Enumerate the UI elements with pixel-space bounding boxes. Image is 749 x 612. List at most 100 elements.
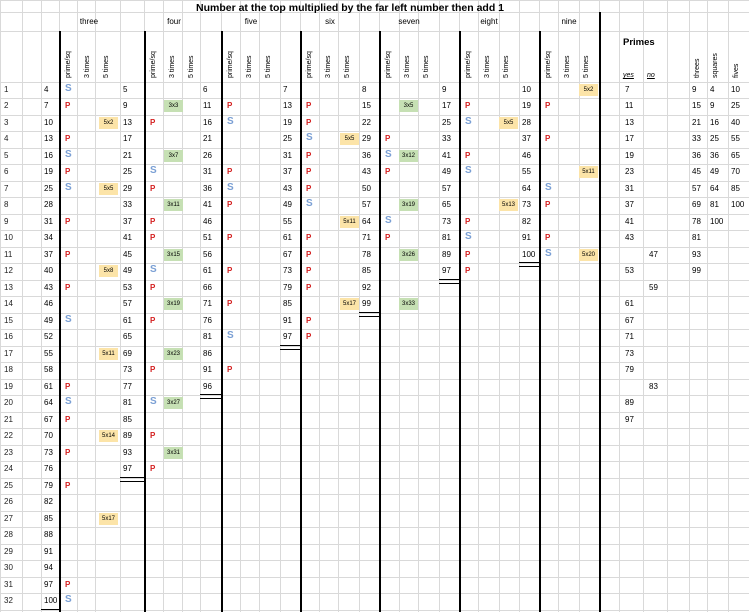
grid-vline <box>95 0 96 612</box>
five-times-badge: 5x14 <box>99 430 118 442</box>
prime-marker: P <box>545 200 551 209</box>
column-divider <box>599 12 601 612</box>
cell-value: 97 <box>123 464 132 473</box>
cell-value: 28 <box>44 200 53 209</box>
square-marker: S <box>227 330 234 341</box>
cell-value: 82 <box>44 497 53 506</box>
prime-marker: P <box>150 365 156 374</box>
prime-marker: P <box>306 167 312 176</box>
cell-value: 55 <box>283 216 292 226</box>
cell-value: 49 <box>123 266 132 275</box>
square-marker: S <box>465 115 472 127</box>
cell-value: 61 <box>123 315 132 325</box>
right-column-header: squares <box>712 53 719 78</box>
column-group-header: six <box>325 17 335 26</box>
square-marker: S <box>150 396 157 407</box>
cell-value: 91 <box>203 365 212 374</box>
cell-value: 25 <box>123 167 132 176</box>
grid-hline <box>0 131 749 132</box>
right-column-value: 49 <box>710 167 719 176</box>
three-times-badge: 3x15 <box>164 248 183 261</box>
sub-column-header: 5 times <box>188 55 195 78</box>
grid-hline <box>0 494 749 495</box>
sub-column-header: prime/sq <box>227 51 234 78</box>
five-times-badge: 5x11 <box>99 347 118 360</box>
right-column-value: 21 <box>692 117 701 127</box>
end-of-column-underline <box>200 394 221 399</box>
prime-marker: P <box>306 266 312 275</box>
prime-yes-value: 31 <box>625 183 634 193</box>
right-column-value: 45 <box>692 167 701 176</box>
grid-vline <box>643 0 644 612</box>
column-divider <box>459 31 461 612</box>
prime-marker: P <box>545 101 551 110</box>
prime-marker: P <box>227 167 233 176</box>
prime-marker: P <box>227 200 233 209</box>
cell-value: 76 <box>203 315 212 325</box>
row-number: 12 <box>4 266 13 275</box>
cell-value: 97 <box>442 266 451 275</box>
cell-value: 85 <box>362 266 371 275</box>
five-times-badge: 5x8 <box>99 265 118 277</box>
row-number: 32 <box>4 596 13 605</box>
right-column-value: 57 <box>692 183 701 193</box>
cell-value: 21 <box>123 150 132 160</box>
row-number: 11 <box>4 249 13 259</box>
square-marker: S <box>65 181 72 193</box>
sub-column-header: 5 times <box>344 55 351 78</box>
cell-value: 45 <box>123 249 132 259</box>
row-number: 3 <box>4 117 9 127</box>
prime-marker: P <box>150 117 156 127</box>
right-column-header: threes <box>694 58 701 78</box>
sub-column-header: 3 times <box>325 55 332 78</box>
grid-vline <box>519 0 520 612</box>
grid-vline <box>200 0 201 612</box>
prime-marker: P <box>306 315 312 325</box>
cell-value: 13 <box>283 101 292 110</box>
cell-value: 17 <box>123 134 132 143</box>
cell-value: 49 <box>442 167 451 176</box>
prime-marker: P <box>227 365 233 374</box>
row-number: 21 <box>4 414 13 424</box>
grid-vline <box>499 0 500 612</box>
square-marker: S <box>65 396 72 407</box>
cell-value: 96 <box>203 381 212 391</box>
grid-vline <box>439 0 440 612</box>
five-times-badge: 5x2 <box>579 83 598 96</box>
prime-marker: P <box>150 216 156 226</box>
grid-hline <box>0 511 749 512</box>
right-column-value: 9 <box>692 84 697 94</box>
cell-value: 36 <box>203 183 212 193</box>
cell-value: 41 <box>442 150 451 160</box>
grid-vline <box>418 0 419 612</box>
cell-value: 13 <box>44 134 53 143</box>
cell-value: 15 <box>362 101 371 110</box>
sub-column-header: 5 times <box>503 55 510 78</box>
grid-vline <box>240 0 241 612</box>
cell-value: 100 <box>44 596 58 605</box>
square-marker: S <box>385 214 392 226</box>
grid-hline <box>0 412 749 413</box>
square-marker: S <box>227 115 234 127</box>
cell-value: 50 <box>362 183 371 193</box>
prime-marker: P <box>65 447 71 457</box>
right-column-value: 65 <box>731 150 740 160</box>
cell-value: 25 <box>442 117 451 127</box>
cell-value: 97 <box>44 579 53 589</box>
cell-value: 67 <box>44 414 53 424</box>
right-column-value: 15 <box>692 101 701 110</box>
square-marker: S <box>65 148 72 160</box>
grid-hline <box>0 445 749 446</box>
grid-vline <box>280 0 281 612</box>
cell-value: 85 <box>283 299 292 308</box>
cell-value: 71 <box>362 233 371 242</box>
grid-hline <box>0 478 749 479</box>
cell-value: 46 <box>203 216 212 226</box>
cell-value: 26 <box>203 150 212 160</box>
prime-no-value: 83 <box>649 381 658 391</box>
sub-column-header: 5 times <box>583 55 590 78</box>
cell-value: 92 <box>362 282 371 292</box>
prime-yes-value: 71 <box>625 332 634 341</box>
three-times-badge: 3x19 <box>399 199 418 211</box>
cell-value: 55 <box>44 348 53 358</box>
